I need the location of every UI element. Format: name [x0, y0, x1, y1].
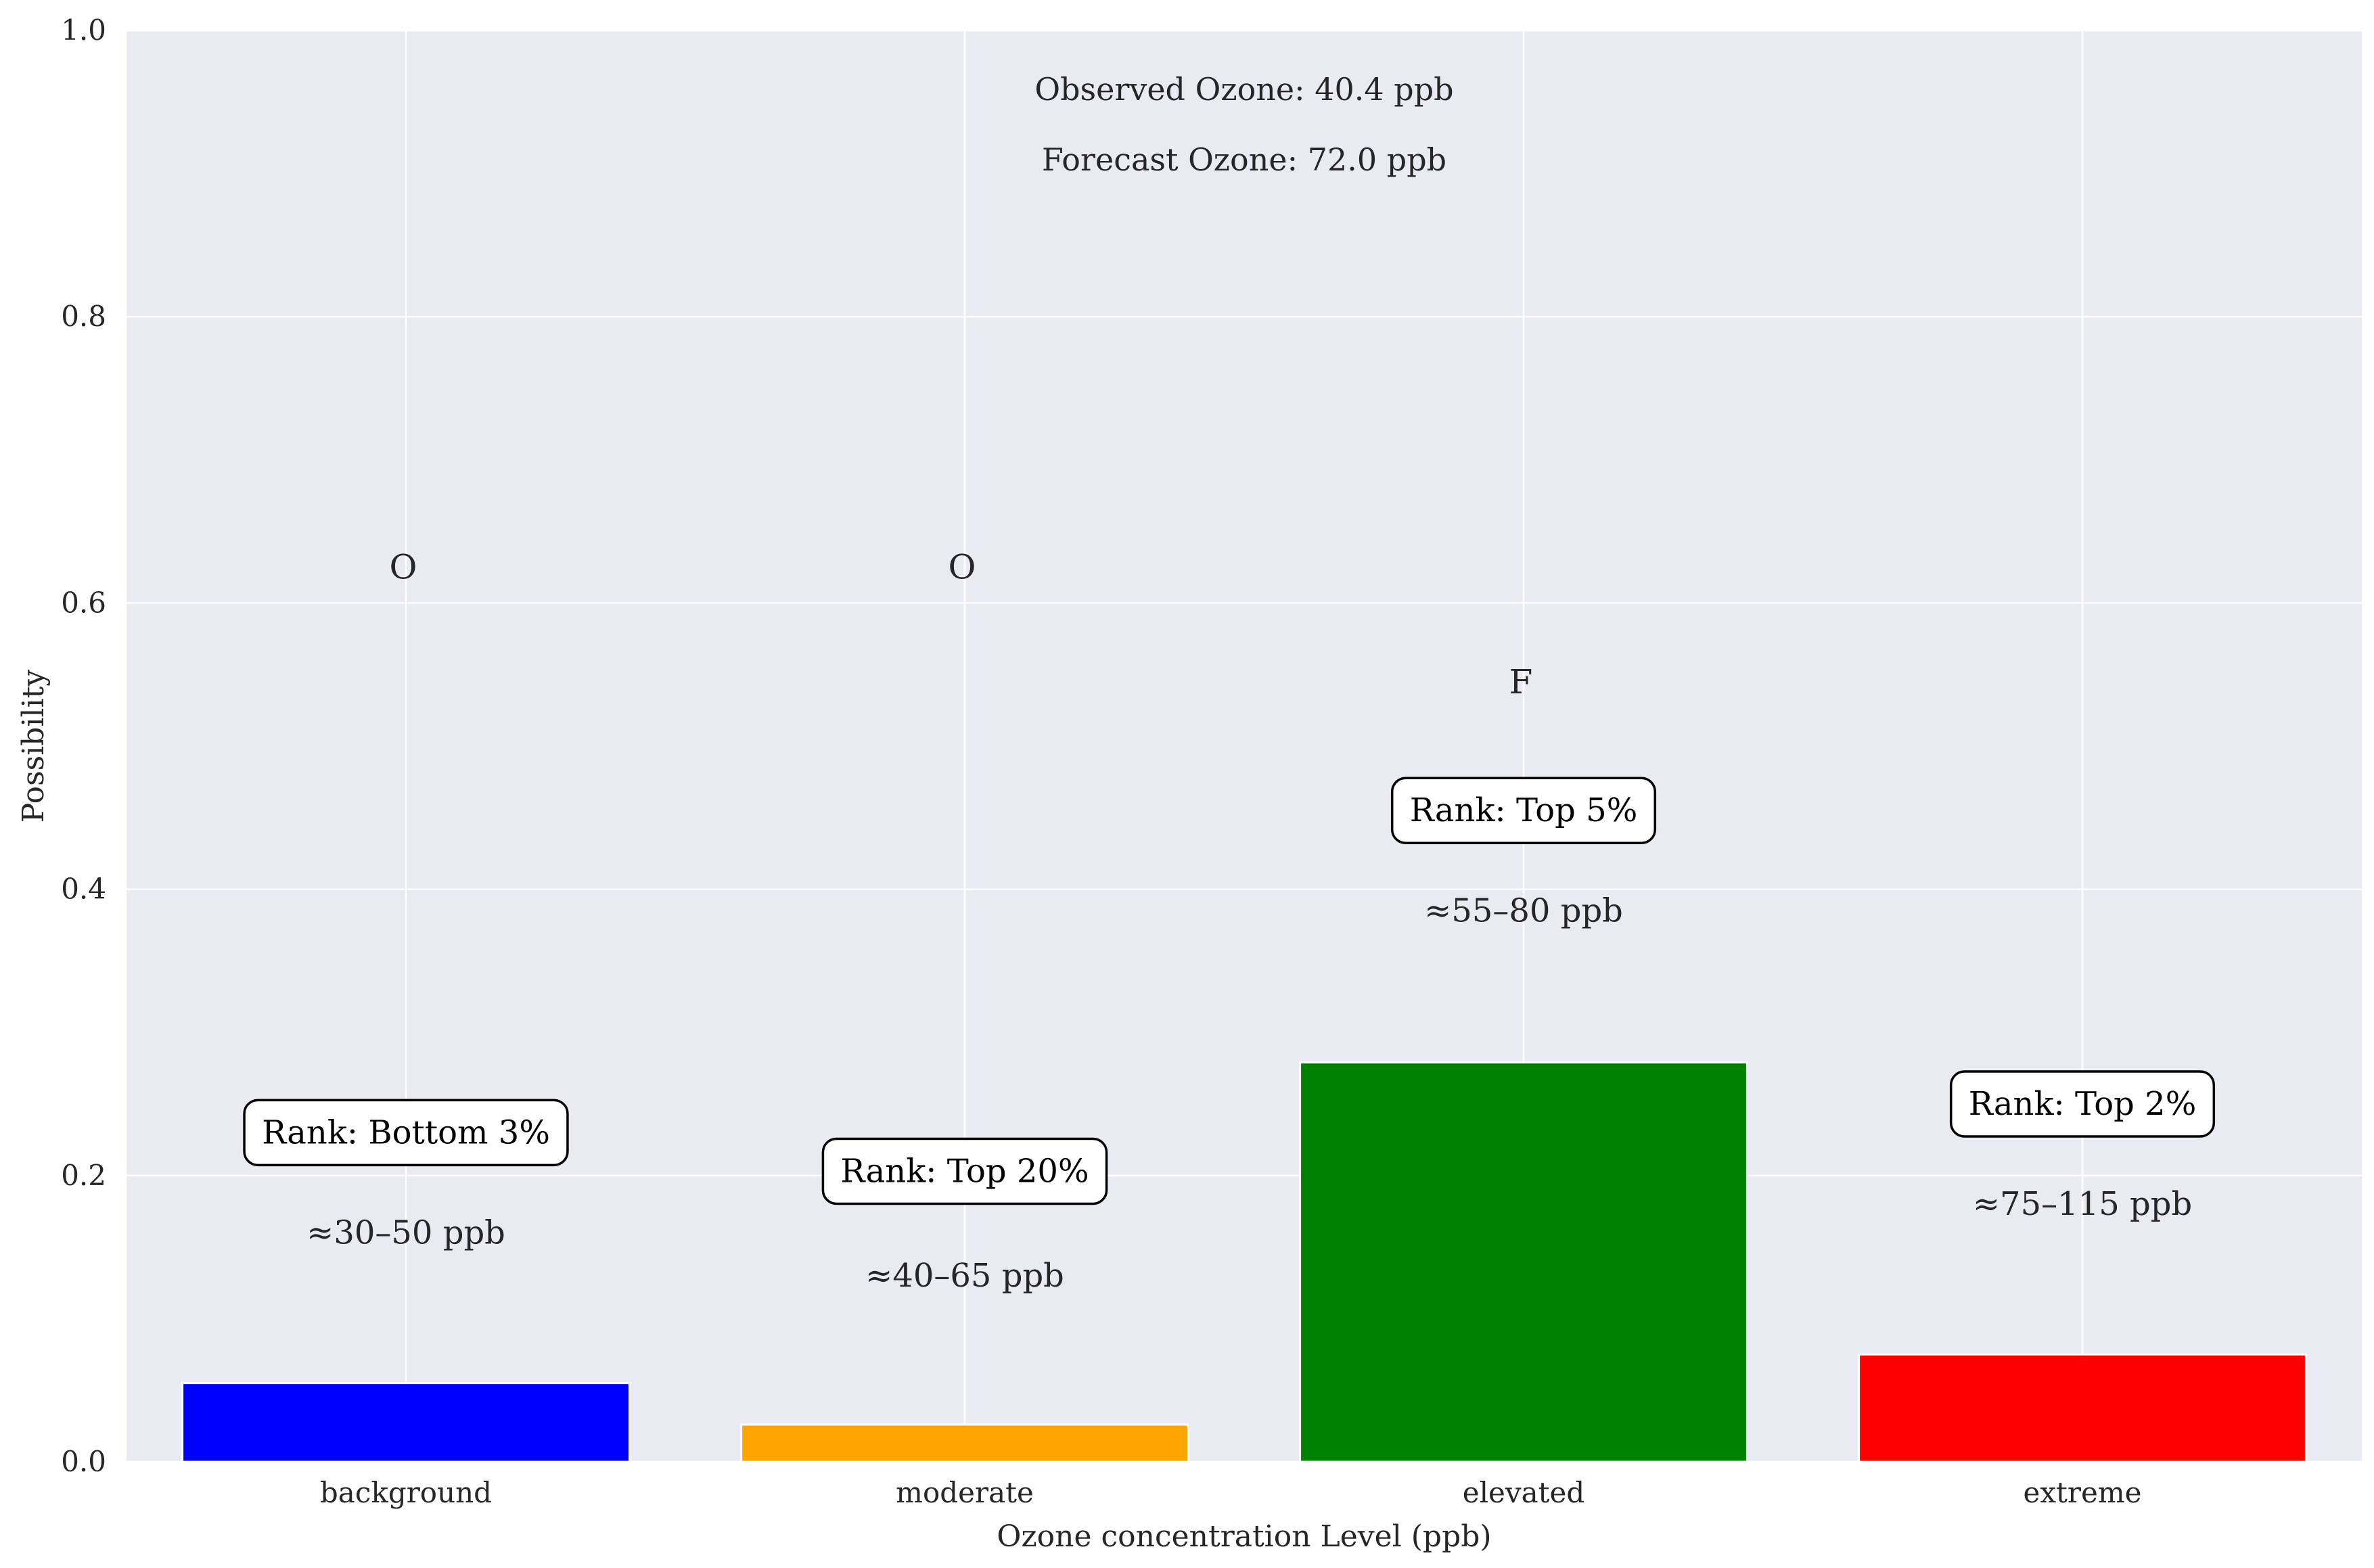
x-tick-label: background	[320, 1476, 492, 1509]
grid	[127, 29, 2362, 1463]
bar-extreme	[1858, 1353, 2307, 1463]
marker-moderate: O	[949, 548, 976, 587]
x-tick-label: extreme	[2023, 1476, 2141, 1509]
bar-moderate	[740, 1423, 1189, 1463]
bar-background	[181, 1382, 631, 1463]
rank-label: Rank: Top 2%	[1969, 1085, 2197, 1123]
rank-label: Rank: Top 5%	[1410, 791, 1638, 829]
rank-label: Rank: Bottom 3%	[262, 1113, 550, 1151]
bars	[181, 1061, 2307, 1463]
rank-box-frame	[1949, 1070, 2216, 1138]
y-tick-label: 0.6	[61, 586, 106, 619]
rank-box-frame	[821, 1137, 1108, 1205]
rank-box-background: Rank: Bottom 3%	[243, 1099, 569, 1167]
rank-box-elevated: Rank: Top 5%	[1390, 777, 1657, 844]
rank-boxes: Rank: Bottom 3% Rank: Top 20% Rank: Top 5%…	[243, 777, 2216, 1205]
rank-label: Rank: Top 20%	[840, 1152, 1089, 1190]
y-tick-label: 0.8	[61, 300, 106, 333]
y-axis-label: Possibility	[16, 670, 51, 823]
range-label-elevated: ≈55–80 ppb	[1424, 892, 1623, 929]
rank-box-extreme: Rank: Top 2%	[1949, 1070, 2216, 1138]
range-label-background: ≈30–50 ppb	[306, 1214, 505, 1251]
range-label-moderate: ≈40–65 ppb	[865, 1257, 1064, 1295]
rank-box-frame	[1390, 777, 1657, 844]
y-tick-label: 0.4	[61, 873, 106, 906]
bar-elevated	[1299, 1061, 1748, 1463]
y-tick-label: 0.0	[61, 1445, 106, 1478]
x-tick-label: moderate	[896, 1476, 1034, 1509]
markers: O O F	[390, 548, 1533, 701]
range-labels: ≈30–50 ppb ≈40–65 ppb ≈55–80 ppb ≈75–115 pp…	[306, 892, 2192, 1295]
rank-box-frame	[243, 1099, 569, 1167]
y-tick-label: 0.2	[61, 1159, 106, 1192]
x-tick-labels: background moderate elevated extreme	[320, 1476, 2142, 1509]
marker-background: O	[390, 548, 417, 587]
marker-elevated: F	[1509, 662, 1533, 701]
range-label-extreme: ≈75–115 ppb	[1973, 1185, 2192, 1223]
rank-box-moderate: Rank: Top 20%	[821, 1137, 1108, 1205]
x-axis-label: Ozone concentration Level (ppb)	[997, 1519, 1491, 1554]
y-tick-label: 1.0	[61, 14, 106, 47]
y-tick-labels: 0.0 0.2 0.4 0.6 0.8 1.0	[61, 14, 106, 1478]
plot-area	[127, 30, 2362, 1462]
x-tick-label: elevated	[1463, 1476, 1585, 1509]
forecast-annotation: Forecast Ozone: 72.0 ppb	[1042, 141, 1446, 178]
observed-annotation: Observed Ozone: 40.4 ppb	[1034, 71, 1453, 108]
